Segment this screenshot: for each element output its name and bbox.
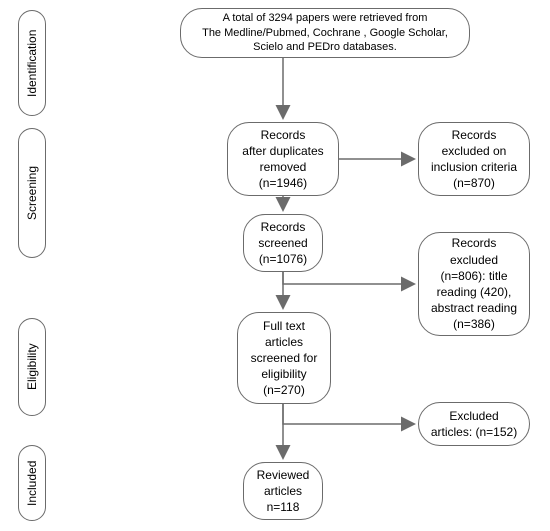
node-reviewed-text: Reviewedarticlesn=118 [257, 467, 310, 516]
node-screened: Recordsscreened(n=1076) [243, 214, 323, 272]
node-excluded-title-abstract: Recordsexcluded(n=806): titlereading (42… [418, 232, 530, 336]
node-after-duplicates: Recordsafter duplicatesremoved(n=1946) [227, 122, 339, 196]
phase-eligibility-text: Eligibility [25, 344, 39, 391]
node-screened-text: Recordsscreened(n=1076) [258, 219, 307, 268]
node-excluded-articles-text: Excludedarticles: (n=152) [431, 408, 517, 440]
phase-identification: Identification [18, 10, 46, 116]
node-fulltext-text: Full textarticlesscreened foreligibility… [251, 318, 318, 399]
phase-included: Included [18, 445, 46, 521]
phase-screening: Screening [18, 128, 46, 258]
node-excluded-inclusion-text: Recordsexcluded oninclusion criteria(n=8… [431, 127, 517, 192]
node-top: A total of 3294 papers were retrieved fr… [180, 8, 470, 58]
arrow-screened-to-excltitleabs [283, 272, 413, 284]
node-top-text: A total of 3294 papers were retrieved fr… [202, 11, 448, 56]
node-excluded-title-abstract-text: Recordsexcluded(n=806): titlereading (42… [431, 235, 517, 332]
phase-identification-text: Identification [25, 29, 39, 96]
phase-eligibility: Eligibility [18, 318, 46, 416]
phase-screening-text: Screening [25, 166, 39, 220]
node-excluded-articles: Excludedarticles: (n=152) [418, 402, 530, 446]
phase-included-text: Included [25, 460, 39, 505]
node-fulltext: Full textarticlesscreened foreligibility… [237, 312, 331, 404]
node-reviewed: Reviewedarticlesn=118 [243, 462, 323, 520]
node-after-duplicates-text: Recordsafter duplicatesremoved(n=1946) [242, 127, 323, 192]
arrow-fulltext-to-exclarticles [283, 404, 413, 424]
node-excluded-inclusion: Recordsexcluded oninclusion criteria(n=8… [418, 122, 530, 196]
